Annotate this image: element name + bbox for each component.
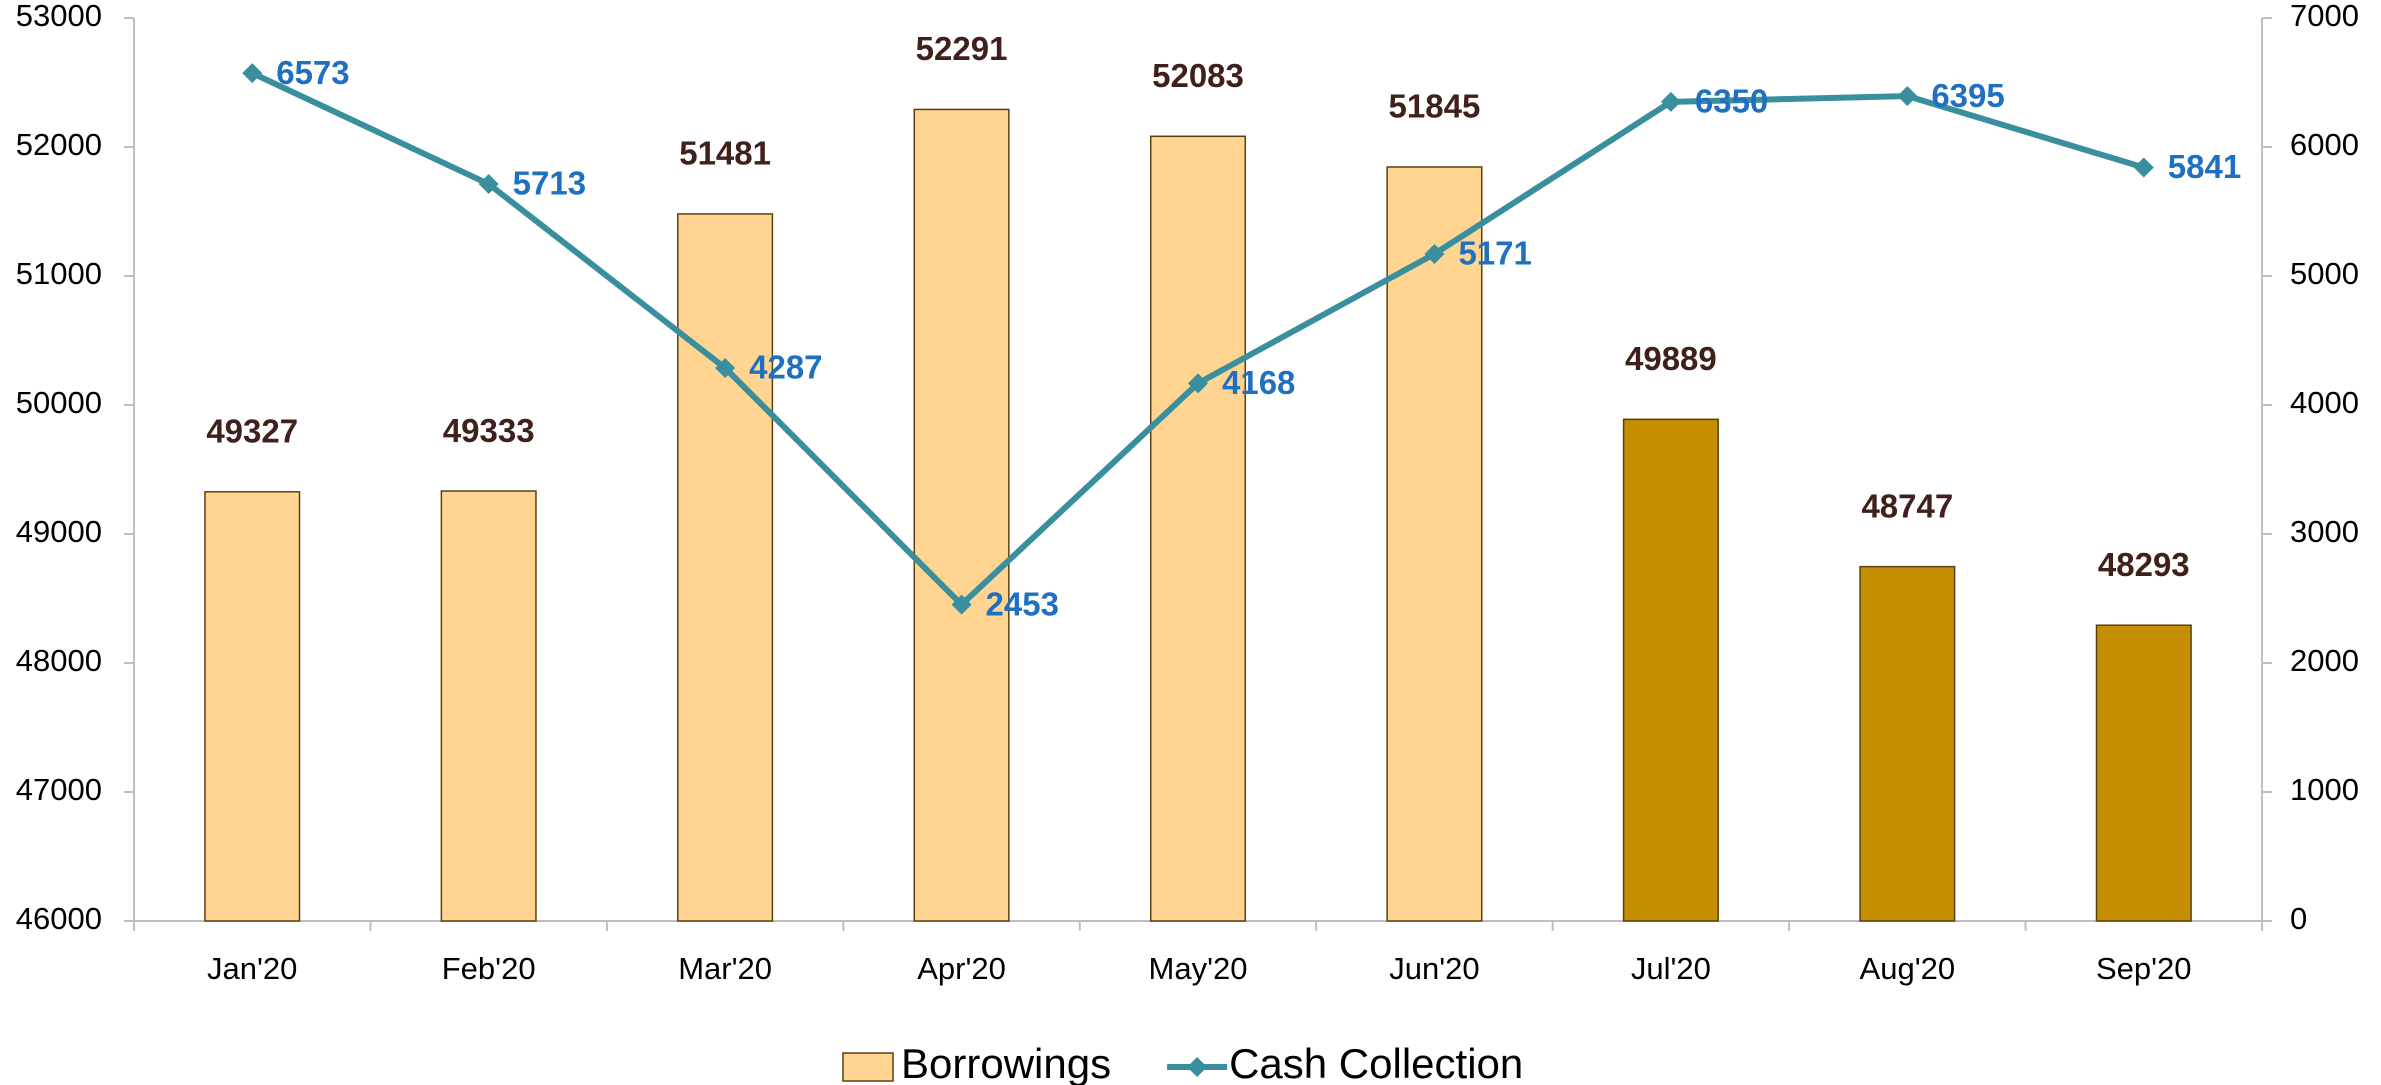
x-tick-label: Jul'20	[1631, 951, 1711, 986]
line-marker	[1660, 91, 1681, 112]
y-tick-label: 46000	[16, 901, 102, 936]
line-value-label: 4287	[749, 349, 822, 386]
x-tick-label: Jun'20	[1389, 951, 1479, 986]
bar-value-label: 51845	[1389, 88, 1481, 125]
line-marker	[1188, 373, 1208, 394]
y-tick-label: 48000	[16, 643, 102, 678]
bar	[440, 490, 537, 922]
bar-value-label: 48747	[1861, 487, 1953, 524]
line-value-label: 2453	[986, 585, 1059, 622]
line-marker	[1424, 243, 1445, 264]
y2-tick-label: 6000	[2290, 127, 2359, 162]
y2-tick-label: 2000	[2290, 643, 2359, 678]
y2-tick-label: 0	[2290, 901, 2307, 936]
x-tick-label: Feb'20	[442, 951, 536, 986]
line-marker	[2133, 157, 2154, 178]
line-marker	[1897, 86, 1918, 107]
y-tick-label: 51000	[16, 256, 102, 291]
bar	[913, 108, 1010, 922]
line-value-label: 6395	[1931, 77, 2004, 114]
x-tick-label: Apr'20	[917, 951, 1006, 986]
y-tick-label: 47000	[16, 772, 102, 807]
x-tick-label: May'20	[1149, 951, 1248, 986]
x-tick-label: Aug'20	[1860, 951, 1956, 986]
y-tick-label: 53000	[16, 0, 102, 33]
bar-value-label: 49889	[1625, 340, 1717, 377]
bar-value-label: 52291	[916, 30, 1008, 67]
legend-label: Cash Collection	[1229, 1040, 1523, 1085]
y2-tick-label: 4000	[2290, 385, 2359, 420]
line-value-label: 5713	[513, 165, 586, 202]
bar	[1622, 418, 1719, 922]
y-tick-label: 49000	[16, 514, 102, 549]
bar-value-label: 52083	[1152, 57, 1244, 94]
line-value-label: 5171	[1458, 235, 1531, 272]
line-marker	[951, 594, 972, 615]
bar	[2095, 624, 2192, 922]
bar-value-label: 49327	[206, 413, 298, 450]
y2-tick-label: 1000	[2290, 772, 2359, 807]
line-value-label: 6350	[1695, 83, 1768, 120]
y2-tick-label: 7000	[2290, 0, 2359, 33]
y-tick-label: 52000	[16, 127, 102, 162]
bar-value-label: 48293	[2098, 546, 2190, 583]
legend-label: Borrowings	[901, 1040, 1111, 1085]
y-tick-label: 50000	[16, 385, 102, 420]
line-value-label: 5841	[2168, 148, 2241, 185]
line-value-label: 6573	[276, 54, 349, 91]
line-marker	[715, 357, 736, 378]
x-tick-label: Jan'20	[207, 951, 297, 986]
legend-swatch	[842, 1052, 894, 1082]
y2-tick-label: 5000	[2290, 256, 2359, 291]
x-tick-label: Mar'20	[678, 951, 772, 986]
bar	[1149, 135, 1247, 922]
bar	[677, 213, 774, 922]
x-tick-label: Sep'20	[2096, 951, 2192, 986]
bar-value-label: 51481	[679, 135, 771, 172]
line-value-label: 4168	[1222, 364, 1295, 401]
line-marker	[242, 63, 263, 84]
bar-value-label: 49333	[443, 412, 535, 449]
y2-tick-label: 3000	[2290, 514, 2359, 549]
bar	[1386, 166, 1483, 922]
bar	[1859, 565, 1956, 922]
legend-marker	[1187, 1057, 1208, 1077]
line-marker	[478, 174, 499, 195]
bar	[204, 491, 301, 922]
